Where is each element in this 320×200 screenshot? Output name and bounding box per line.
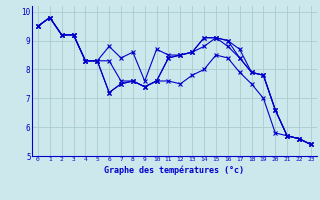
X-axis label: Graphe des températures (°c): Graphe des températures (°c) [104, 165, 244, 175]
